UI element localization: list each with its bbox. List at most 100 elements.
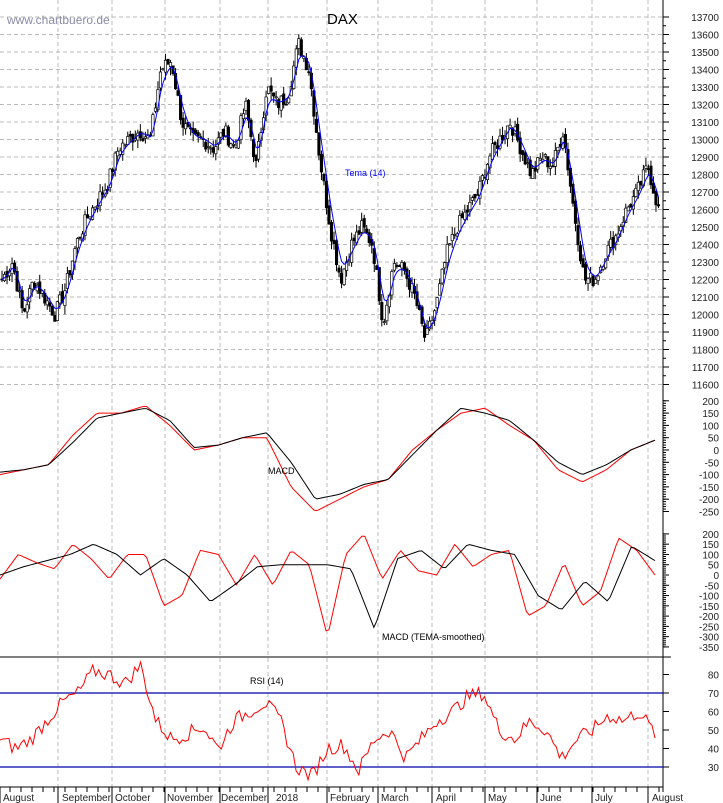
candle-body [365,228,369,233]
candle-body [58,294,62,304]
month-label: November [167,793,214,803]
candle-body [372,248,376,264]
candle-body [521,150,525,155]
candle-body [385,304,389,322]
candle-body [176,90,180,96]
rsi-line [0,660,656,782]
month-label: May [488,793,507,803]
candle-body [438,283,442,296]
macd-tick-label: -200 [699,495,719,506]
candle-body [589,272,593,279]
price-tick-label: 13700 [691,13,719,24]
month-label: August [3,793,34,803]
rsi-tick-label: 60 [708,708,720,719]
candle-body [382,321,386,323]
candle-body [508,124,512,129]
candle-body [468,201,472,211]
candle-body [257,141,261,160]
candle-body [319,153,323,173]
month-label: August [652,793,683,803]
candle-body [229,143,233,148]
candle-body [397,265,401,268]
candle-body [206,146,210,148]
price-tick-label: 11900 [692,328,720,339]
candle-body [581,258,585,268]
macd-tema-tick-label: 50 [708,561,720,572]
price-tick-label: 12000 [691,311,719,322]
candle-body [624,207,628,223]
candle-body [329,221,334,242]
candle-body [23,308,27,312]
candle-body [651,182,656,194]
candle-body [626,206,630,212]
candle-body [45,300,49,306]
candle-body [68,270,72,276]
candle-body [443,262,447,269]
candle-body [244,100,248,111]
candle-body [287,97,291,104]
price-tick-label: 13300 [691,83,719,94]
macd-tick-label: 150 [702,409,719,420]
price-tick-label: 13000 [691,136,719,147]
candle-body [342,268,346,286]
candle-body [332,239,336,245]
candle-body [13,262,17,273]
price-tick-label: 12300 [691,258,719,269]
candle-body [251,139,256,157]
macd-tick-label: -50 [705,458,720,469]
candle-body [576,225,580,246]
candle-body [596,275,600,281]
price-tick-label: 13200 [691,101,719,112]
tema-label: Tema (14) [345,168,386,178]
candle-body [246,99,251,121]
candle-body [75,238,80,249]
candle-body [294,48,298,68]
candle-body [362,218,366,228]
candle-body [423,325,427,338]
macd-tema-tick-label: -50 [705,581,720,592]
candle-body [231,144,235,146]
candle-body [274,96,278,99]
price-tick-label: 12700 [691,188,719,199]
candle-body [78,236,82,239]
candle-body [594,279,598,284]
candle-body [171,65,175,75]
candle-body [236,139,240,149]
price-tick-label: 13100 [691,118,719,129]
candle-body [123,143,127,146]
candle-body [111,169,115,172]
candle-body [395,264,399,267]
candle-body [556,146,560,152]
candle-body [221,129,225,137]
candle-body [307,71,311,74]
y-axis: 11600 11700 11800 11900 12000 12100 12200 12300… [663,13,719,774]
candle-body [48,302,52,307]
rsi-tick-label: 80 [708,671,720,682]
price-tick-label: 12100 [691,293,719,304]
candle-body [224,125,228,137]
candle-body [128,134,132,137]
price-tick-label: 13500 [691,48,719,59]
candle-body [254,155,258,162]
candle-body [493,142,497,146]
candle-body [531,168,535,179]
candle-body [475,194,479,197]
candle-body [536,157,540,170]
candle-body [435,297,439,309]
watermark: www.chartbuero.de [6,13,110,27]
candle-body [548,165,552,169]
candle-body [377,267,381,302]
macd-tick-label: 200 [702,397,719,408]
candle-body [473,193,477,199]
candle-body [18,290,22,293]
macd-tema-signal-line [0,544,656,629]
candle-body [533,167,537,172]
tema-line [1,55,659,329]
month-label: September [62,793,112,803]
panel-borders [0,0,671,792]
candle-body [269,85,273,92]
candle-body [267,86,271,94]
candle-body [526,162,530,165]
candle-body [299,39,303,57]
macd-tema-tick-label: -300 [699,633,719,644]
